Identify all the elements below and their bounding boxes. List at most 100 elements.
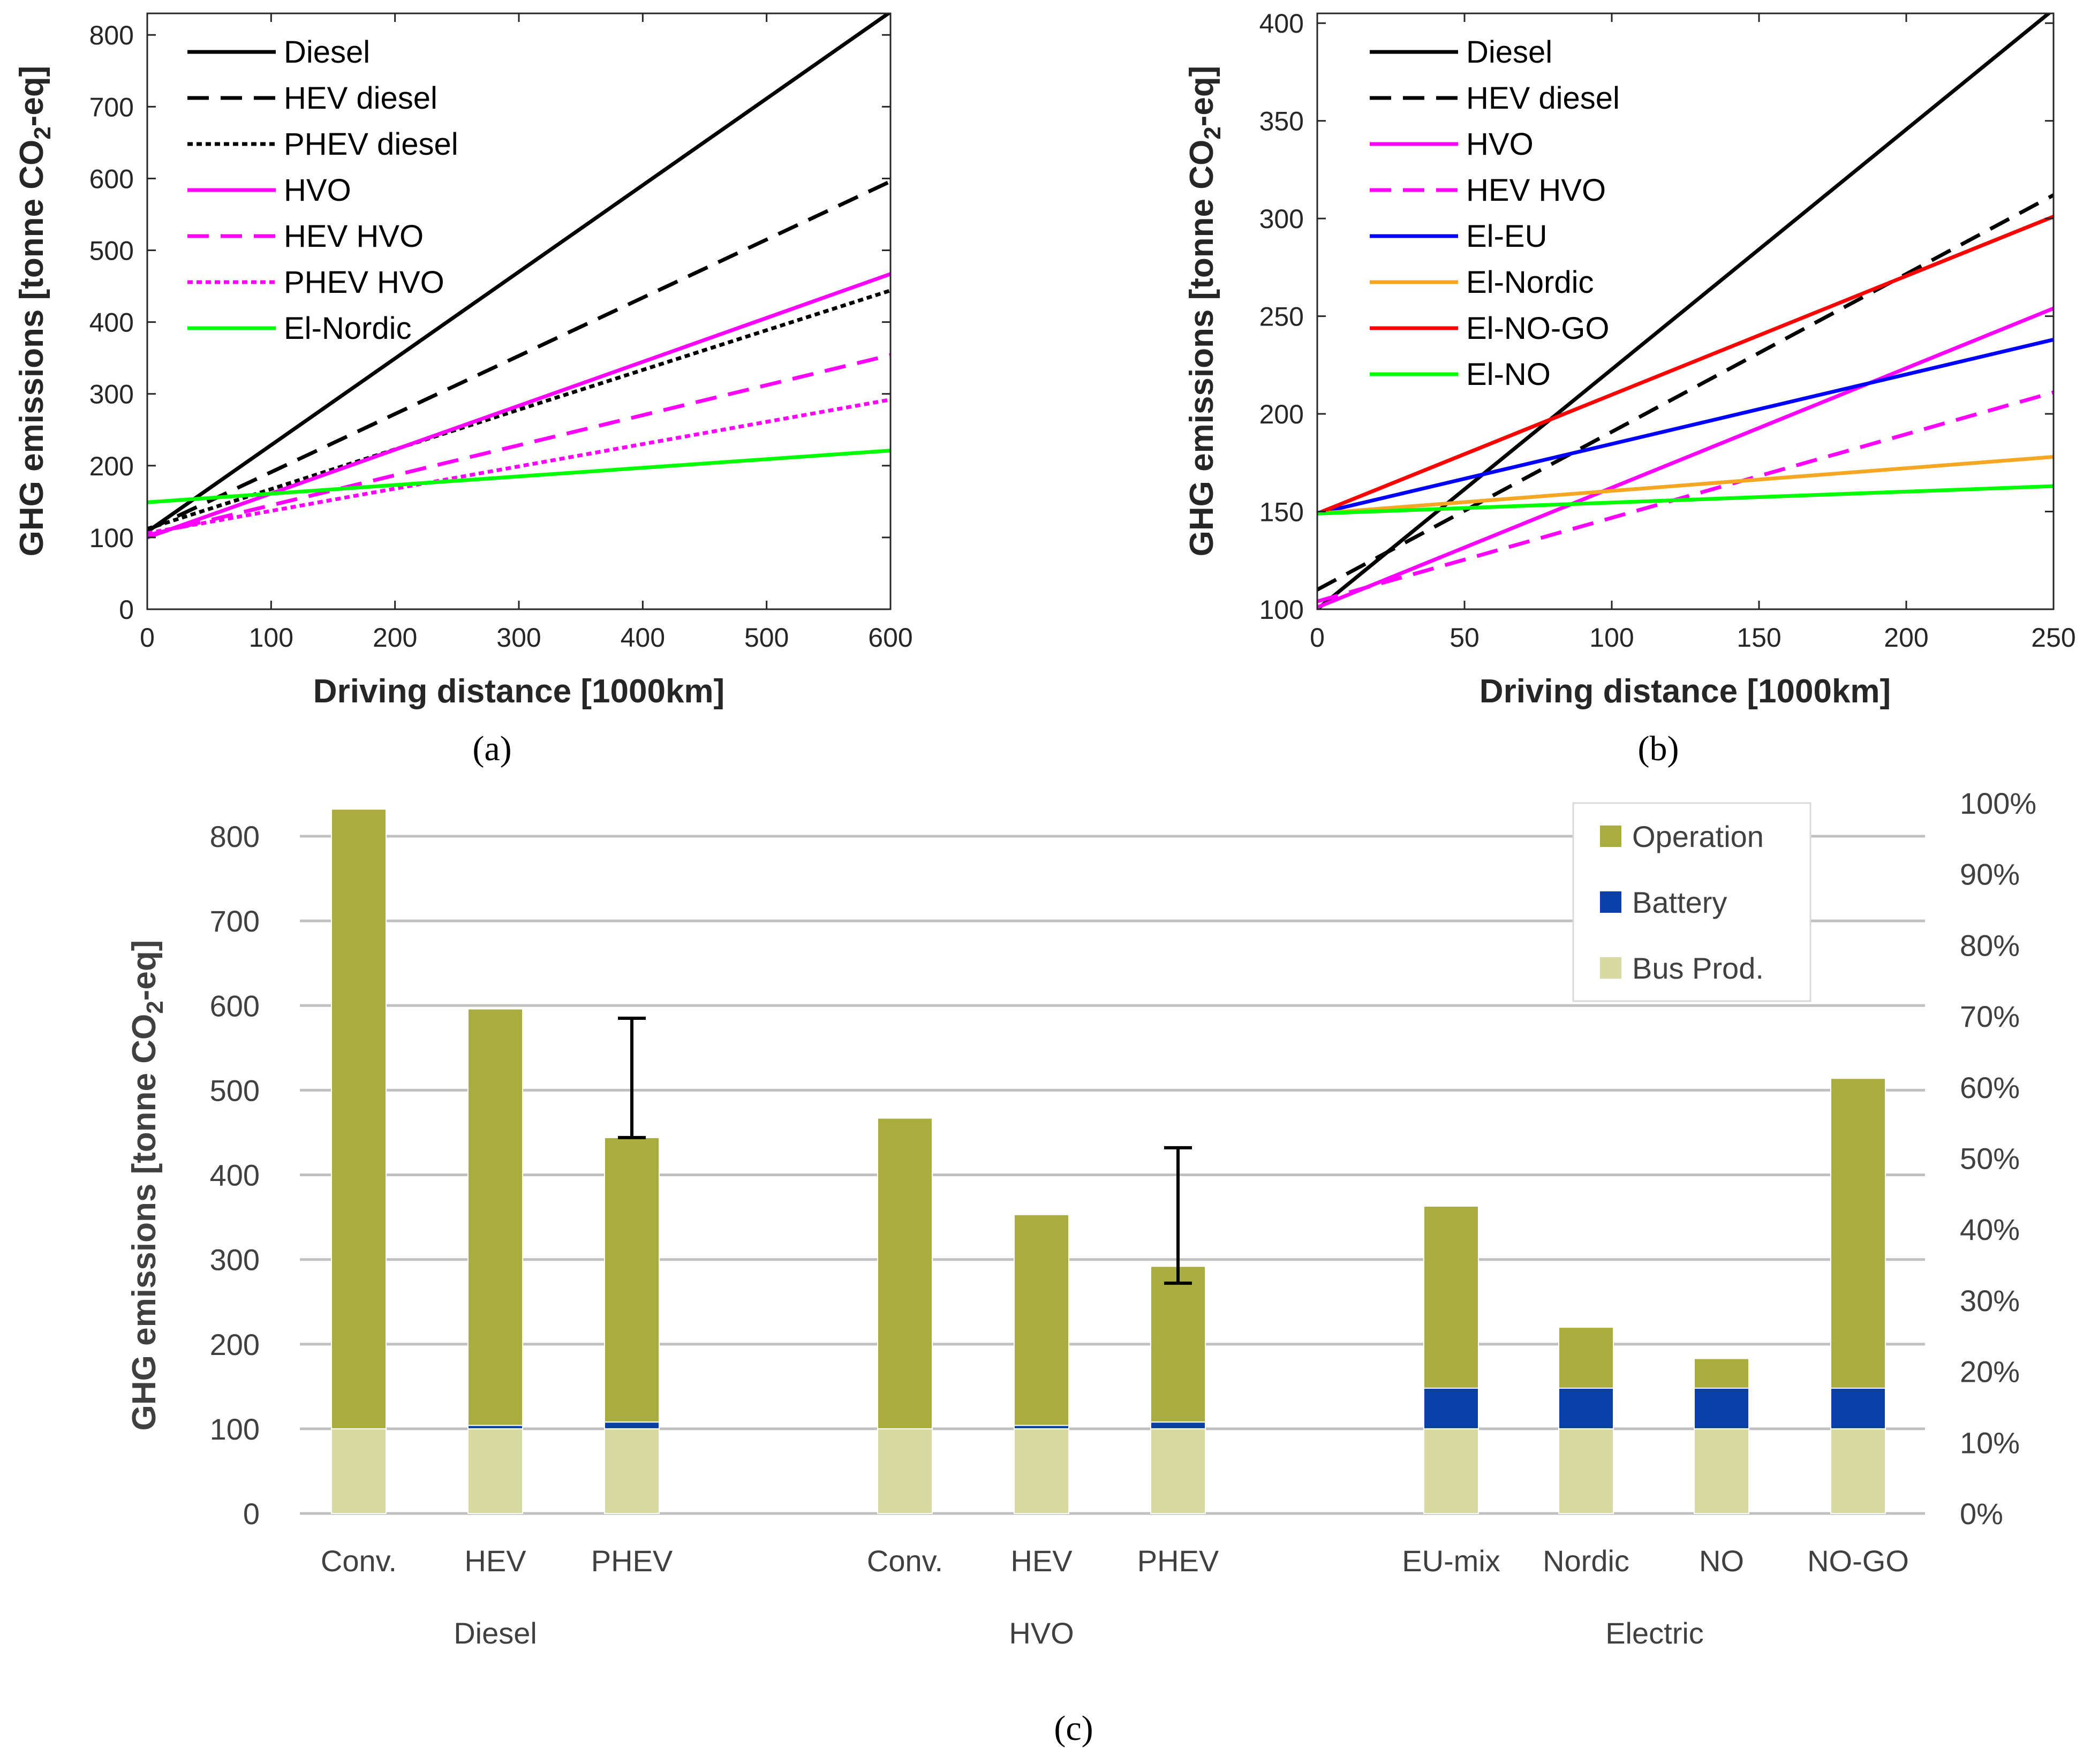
chart-b-ytick-label: 200 [1259,399,1304,429]
chart-c-bar-bus-prod-2 [604,1428,660,1514]
chart-c-bar-bus-prod-4 [1014,1428,1069,1514]
chart-a-xtick-label: 200 [373,623,417,653]
chart-a-series-phev-hvo [147,397,890,535]
chart-c-bar-battery-9 [1830,1387,1886,1429]
chart-c-group-label-diesel: Diesel [454,1616,537,1650]
chart-a-ylabel: GHG emissions [tonne CO2-eq] [13,66,56,557]
chart-c-error-bar-2 [618,1016,646,1139]
chart-b-xtick-label: 0 [1310,623,1325,653]
chart-c-error-bar-5 [1164,1146,1192,1285]
chart-c-category-label: NO-GO [1807,1544,1909,1578]
chart-b-ytick-label: 100 [1259,595,1304,625]
chart-c-ytick-label: 500 [210,1073,260,1107]
chart-a-legend-label-hvo: HVO [284,173,351,208]
chart-c-y2tick-label: 60% [1960,1071,2020,1104]
chart-b-xtick-label: 100 [1589,623,1634,653]
chart-c-category-label: Conv. [321,1544,397,1578]
chart-b-ytick-label: 250 [1259,302,1304,332]
chart-c-y2tick-label: 40% [1960,1213,2020,1246]
chart-b-legend-label-diesel: Diesel [1466,35,1552,70]
chart-a-xtick-label: 100 [249,623,293,653]
chart-c-ytick-label: 800 [210,820,260,853]
chart-a-ytick-label: 700 [89,92,134,122]
chart-c-bar-operation-3 [877,1117,933,1429]
chart-a-ytick-label: 100 [89,523,134,553]
chart-a-legend-label-phev-diesel: PHEV diesel [284,127,458,162]
chart-c-category-label: Nordic [1543,1544,1629,1578]
chart-c-category-label: HEV [464,1544,526,1578]
chart-b-legend-label-el-nordic: El-Nordic [1466,265,1594,300]
chart-c-bar-battery-5 [1150,1421,1206,1429]
chart-c-bar-battery-6 [1423,1387,1479,1429]
chart-c-bar-operation-4 [1014,1214,1069,1426]
chart-c-bar-bus-prod-8 [1694,1428,1749,1514]
chart-c-category-label: HEV [1010,1544,1073,1578]
chart-c-bar-operation-5 [1150,1266,1206,1423]
chart-c-ytick-label: 400 [210,1159,260,1192]
chart-c-bar-operation-9 [1830,1078,1886,1389]
chart-c-bar-battery-7 [1558,1387,1614,1429]
chart-c-group-label-electric: Electric [1605,1616,1704,1650]
chart-b-legend-label-el-no: El-NO [1466,357,1551,392]
chart-b-legend-label-el-no-go: El-NO-GO [1466,311,1609,346]
chart-a-ytick-label: 400 [89,308,134,338]
chart-b-panel-label: (b) [1638,729,1679,768]
chart-b-xtick-label: 150 [1737,623,1781,653]
chart-c-bar-bus-prod-6 [1423,1428,1479,1514]
chart-a-ytick-label: 600 [89,164,134,194]
chart-c-ytick-label: 100 [210,1412,260,1446]
chart-b-series-hev-diesel [1317,193,2054,592]
chart-c-bar-bus-prod-9 [1830,1428,1886,1514]
chart-c-bar-operation-2 [604,1137,660,1423]
chart-b-legend-label-el-eu: El-EU [1466,219,1547,254]
chart-a-xtick-label: 600 [868,623,912,653]
chart-a-xtick-label: 0 [140,623,155,653]
chart-c-bar-bus-prod-7 [1558,1428,1614,1514]
chart-a-panel-label: (a) [472,729,511,768]
chart-c-y2tick-label: 50% [1960,1142,2020,1176]
chart-a-series-diesel [147,13,890,534]
chart-c-ytick-label: 300 [210,1243,260,1277]
chart-c-legend-label-bus-prod: Bus Prod. [1632,951,1764,985]
chart-a-series-el-nordic [147,449,890,504]
chart-a-legend-label-el-nordic: El-Nordic [284,311,412,346]
chart-a-ytick-label: 200 [89,451,134,481]
chart-c-y2tick-label: 20% [1960,1355,2020,1389]
chart-c-bar-operation-6 [1423,1206,1479,1389]
chart-a: 0 100 200 300 400 500 600 0 100 200 300 400 500 600 70… [13,12,913,768]
chart-b-xlabel: Driving distance [1000km] [1479,673,1891,710]
chart-a-legend-label-hev-hvo: HEV HVO [284,219,424,254]
chart-b-xtick-label: 200 [1884,623,1928,653]
chart-b-series-el-nordic [1317,455,2054,516]
chart-b-ylabel: GHG emissions [tonne CO2-eq] [1183,66,1226,557]
chart-c-y2tick-label: 100% [1960,786,2036,820]
chart-c-ytick-label: 0 [243,1497,260,1531]
chart-c-legend-label-battery: Battery [1632,885,1727,919]
chart-c-bar-operation-1 [467,1008,523,1426]
chart-c-bar-bus-prod-1 [467,1428,523,1514]
chart-b-series-hev-hvo [1317,390,2054,603]
chart-c-y2tick-label: 90% [1960,858,2020,891]
chart-b-xtick-label: 250 [2031,623,2075,653]
chart-a-xlabel: Driving distance [1000km] [313,673,724,710]
chart-c-bar-bus-prod-3 [877,1428,933,1514]
chart-c-legend-swatch-bus-prod [1600,957,1621,979]
chart-b-ytick-label: 150 [1259,497,1304,527]
chart-c-category-label: NO [1699,1544,1744,1578]
chart-c-category-label: Conv. [867,1544,943,1578]
chart-b-xtick-label: 50 [1450,623,1479,653]
chart-b-ytick-label: 300 [1259,204,1304,234]
chart-c-legend-swatch-operation [1600,826,1621,847]
chart-a-ytick-label: 800 [89,20,134,50]
chart-a-xtick-label: 300 [496,623,541,653]
chart-c-y2tick-label: 80% [1960,928,2020,962]
chart-c: 0 100 200 300 400 500 600 700 800 0% 10% 20% 30% 40% 5… [126,786,2036,1748]
chart-a-legend-label-phev-hvo: PHEV HVO [284,265,444,300]
chart-c-category-label: PHEV [1137,1544,1219,1578]
chart-a-ytick-label: 500 [89,236,134,266]
chart-c-legend-label-operation: Operation [1632,820,1764,853]
chart-a-ytick-label: 300 [89,380,134,410]
chart-c-ytick-label: 700 [210,904,260,938]
chart-a-legend-label-hev-diesel: HEV diesel [284,81,437,116]
